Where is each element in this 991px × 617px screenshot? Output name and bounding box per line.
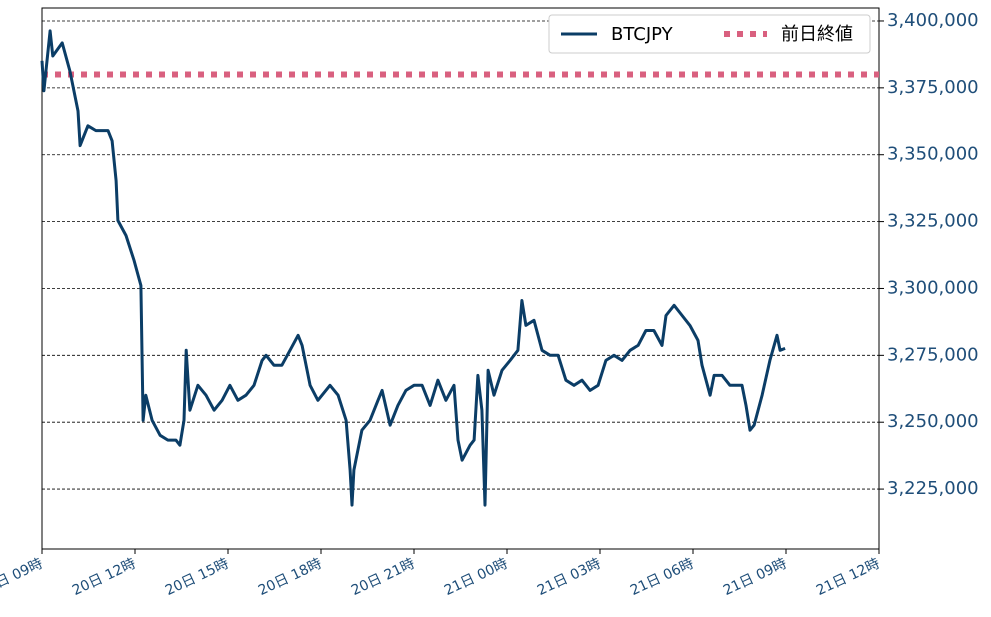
y-tick-label: 3,375,000 — [887, 77, 979, 98]
y-tick-label: 3,300,000 — [887, 277, 979, 298]
y-tick-label: 3,275,000 — [887, 344, 979, 365]
price-line — [40, 29, 786, 507]
x-tick-label: 20日 15時 — [163, 556, 231, 599]
x-tick-label: 21日 09時 — [721, 556, 789, 599]
y-tick-label: 3,400,000 — [887, 10, 979, 31]
x-tick-label: 20日 12時 — [70, 556, 138, 599]
legend-box — [548, 14, 871, 54]
legend-label: BTCJPY — [611, 24, 674, 45]
x-tick-label: 20日 09時 — [0, 556, 45, 599]
legend-label: 前日終値 — [781, 24, 853, 45]
x-tick-label: 21日 03時 — [535, 556, 603, 599]
plot-frame — [41, 7, 880, 550]
x-tick-label: 20日 21時 — [349, 556, 417, 599]
x-tick-label: 21日 06時 — [628, 556, 696, 599]
y-tick-label: 3,350,000 — [887, 144, 979, 165]
x-tick-label: 20日 18時 — [256, 556, 324, 599]
y-tick-label: 3,325,000 — [887, 211, 979, 232]
y-tick-label: 3,250,000 — [887, 411, 979, 432]
y-tick-label: 3,225,000 — [887, 478, 979, 499]
x-tick-label: 21日 12時 — [814, 556, 882, 599]
x-tick-label: 21日 00時 — [442, 556, 510, 599]
